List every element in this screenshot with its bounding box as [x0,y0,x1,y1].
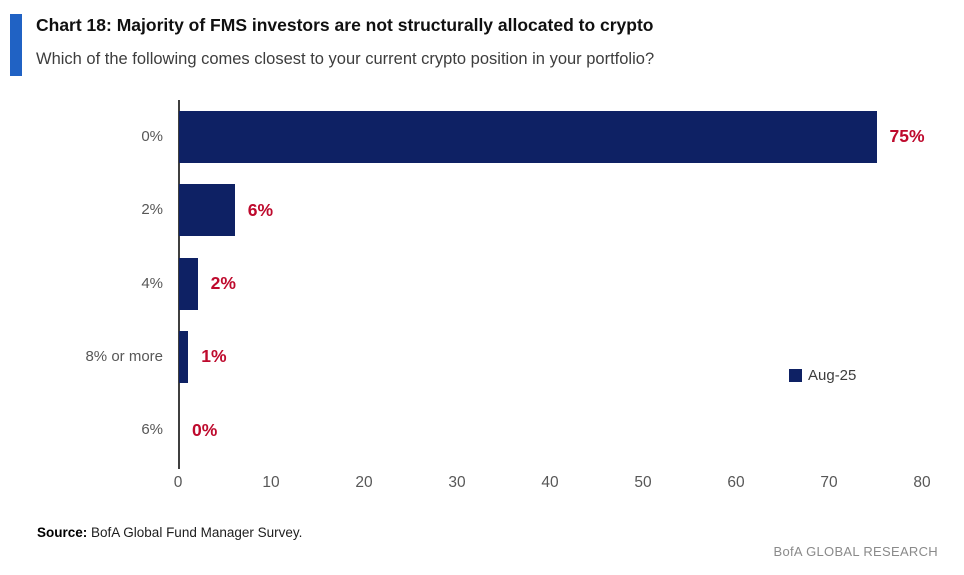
category-label: 8% or more [85,347,163,365]
category-label: 4% [141,274,163,292]
bar [179,110,877,163]
chart-subtitle: Which of the following comes closest to … [36,50,655,68]
legend-label: Aug-25 [808,367,857,384]
x-tick-label: 70 [820,474,838,491]
bar [179,330,189,383]
legend: Aug-25 [789,367,856,384]
x-tick-label: 40 [541,474,559,491]
value-label: 1% [201,346,227,367]
x-tick-label: 20 [355,474,373,491]
chart-title: Chart 18: Majority of FMS investors are … [36,15,654,35]
title-accent-bar [10,14,22,76]
value-label: 6% [247,199,274,220]
x-tick-label: 10 [262,474,280,491]
value-label: 2% [210,273,236,293]
source-label: Source: [37,525,88,540]
category-label: 6% [141,421,163,439]
bar [179,257,198,310]
x-tick-label: 60 [727,474,745,491]
x-tick-label: 50 [634,474,652,491]
source-text: BofA Global Fund Manager Survey. [87,525,303,540]
source-note: Source: BofA Global Fund Manager Survey. [37,525,302,540]
category-label: 2% [141,201,163,219]
x-tick-label: 80 [913,474,931,491]
x-tick-label: 0 [173,474,183,491]
brand-footer: BofA GLOBAL RESEARCH [773,544,938,559]
bar [179,184,235,237]
value-label: 75% [889,126,925,147]
category-label: 0% [141,127,163,145]
value-label: 0% [192,419,218,440]
legend-swatch [789,369,802,382]
x-tick-label: 30 [448,474,466,491]
